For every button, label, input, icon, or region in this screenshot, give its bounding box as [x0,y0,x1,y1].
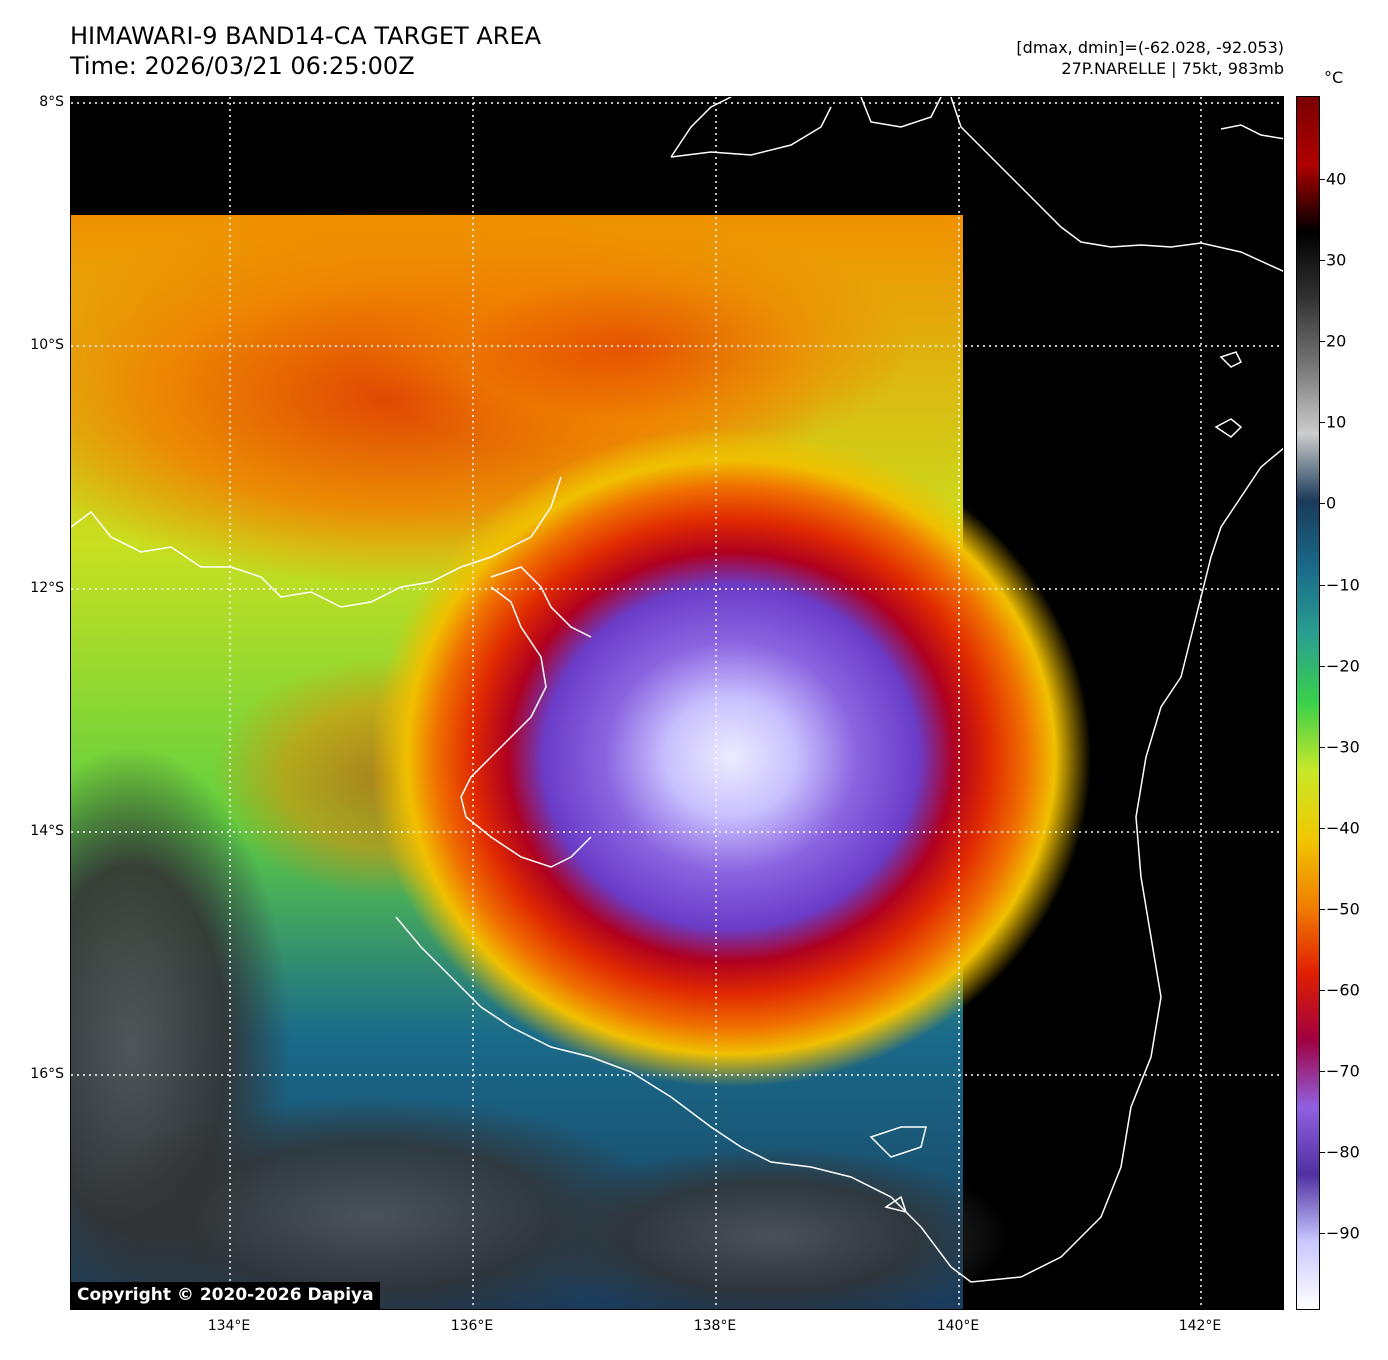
lon-label-140e: 140°E [936,1318,980,1334]
colorbar-tick-mark [1320,341,1325,343]
colorbar-tick-label: 10 [1326,412,1347,432]
lon-label-142e: 142°E [1178,1318,1222,1334]
lon-label-138e: 138°E [693,1318,737,1334]
colorbar-tick-mark [1320,746,1325,748]
chart-title: HIMAWARI-9 BAND14-CA TARGET AREA [70,22,542,50]
storm-info: 27P.NARELLE | 75kt, 983mb [1061,59,1284,78]
colorbar-tick-label: 30 [1326,250,1347,270]
lon-label-134e: 134°E [207,1318,251,1334]
colorbar-tick-mark [1320,260,1325,262]
colorbar-tick-mark [1320,1233,1325,1235]
lat-label-12s: 12°S [30,580,64,596]
colorbar-tick-label: 20 [1326,331,1347,351]
colorbar-tick-label: −80 [1326,1142,1360,1162]
coastline [71,97,1283,1283]
lat-label-8s: 8°S [39,94,64,110]
colorbar-tick-label: −20 [1326,656,1360,676]
colorbar-tick-mark [1320,503,1325,505]
colorbar-tick-mark [1320,179,1325,180]
temperature-colorbar [1296,96,1320,1310]
temperature-range: [dmax, dmin]=(-62.028, -92.053) [1016,38,1284,57]
colorbar-tick-label: −50 [1326,899,1360,919]
lon-label-136e: 136°E [450,1318,494,1334]
colorbar-tick-mark [1320,584,1325,586]
lat-label-14s: 14°S [30,823,64,839]
colorbar-tick-mark [1320,1071,1325,1073]
colorbar-tick-label: 0 [1326,493,1337,513]
colorbar-tick-mark [1320,665,1325,667]
colorbar-tick-label: 40 [1326,169,1347,189]
lat-label-16s: 16°S [30,1066,64,1082]
satellite-map: Copyright © 2020-2026 Dapiya [70,96,1284,1310]
copyright-label: Copyright © 2020-2026 Dapiya [71,1282,380,1309]
colorbar-tick-mark [1320,1152,1325,1154]
colorbar-tick-label: −30 [1326,737,1360,757]
colorbar-tick-mark [1320,827,1325,829]
colorbar-tick-mark [1320,422,1325,424]
lat-label-10s: 10°S [30,337,64,353]
satellite-imagery [71,97,1283,1309]
colorbar-unit: °C [1324,68,1344,87]
colorbar-tick-label: −10 [1326,575,1360,594]
colorbar-tick-label: −90 [1326,1223,1360,1243]
timestamp: Time: 2026/03/21 06:25:00Z [70,52,415,80]
colorbar-tick-mark [1320,990,1325,991]
colorbar-tick-mark [1320,908,1325,910]
colorbar-tick-label: −40 [1326,818,1360,838]
colorbar-tick-label: −70 [1326,1061,1360,1081]
colorbar-tick-label: −60 [1326,980,1360,1000]
